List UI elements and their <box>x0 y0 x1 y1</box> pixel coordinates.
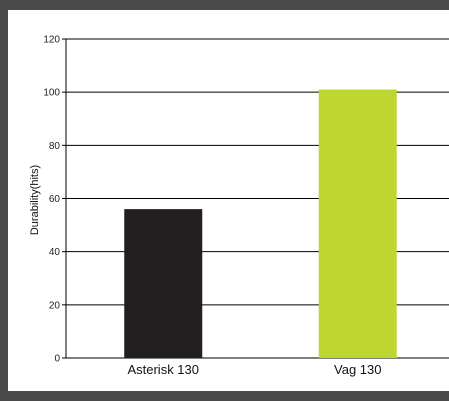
bar-chart: 0 20 40 60 80 100 120 Asterisk 130 Vag 130 Dura… <box>29 35 449 377</box>
x-tick-labels: Asterisk 130 Vag 130 <box>127 362 381 377</box>
y-tick-label: 120 <box>43 35 60 46</box>
y-tick-label: 0 <box>54 354 60 365</box>
y-tick-labels: 0 20 40 60 80 100 120 <box>43 35 66 365</box>
y-tick-label: 60 <box>49 194 61 205</box>
y-tick-label: 100 <box>43 88 60 99</box>
y-tick-label: 80 <box>49 141 61 152</box>
y-axis-label: Durability(hits) <box>29 165 41 235</box>
bar-asterisk-130 <box>124 209 203 358</box>
bar-vag-130 <box>318 89 397 358</box>
chart-frame: 0 20 40 60 80 100 120 Asterisk 130 Vag 130 Dura… <box>8 10 449 391</box>
x-tick-label: Asterisk 130 <box>127 362 199 377</box>
x-tick-label: Vag 130 <box>334 362 381 377</box>
bars <box>124 89 397 358</box>
y-tick-label: 40 <box>49 247 61 258</box>
y-tick-label: 20 <box>49 300 61 311</box>
